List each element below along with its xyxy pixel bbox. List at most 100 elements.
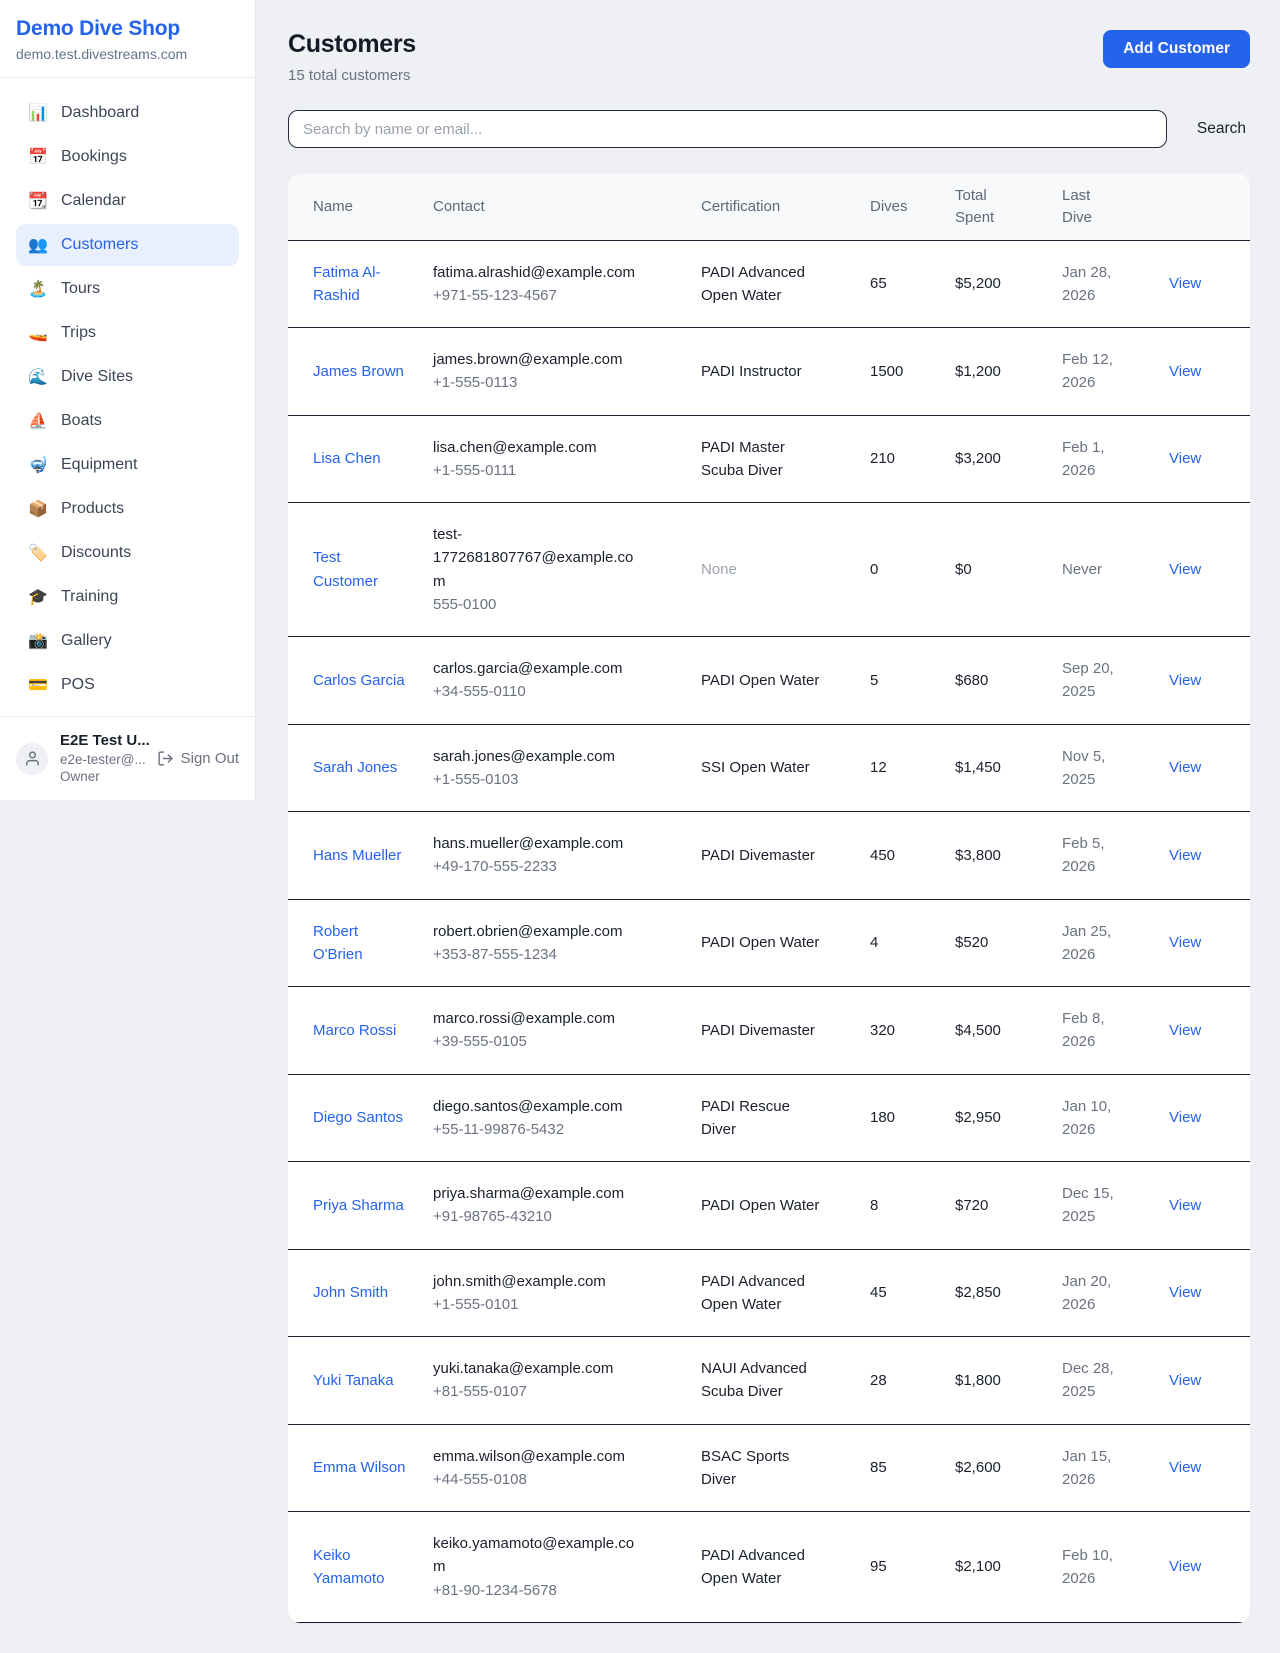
- view-link[interactable]: View: [1169, 1109, 1202, 1127]
- certification-text: PADI Open Water: [701, 934, 820, 952]
- sidebar-item-bookings[interactable]: 📅 Bookings: [16, 136, 239, 178]
- customer-name-link[interactable]: Robert O'Brien: [313, 922, 363, 963]
- last-dive-date: Feb 12, 2026: [1062, 351, 1113, 392]
- certification-text: PADI Master Scuba Diver: [701, 438, 785, 479]
- dives-count: 180: [870, 1109, 896, 1127]
- package-icon: 📦: [28, 501, 48, 518]
- last-dive-date: Jan 28, 2026: [1062, 263, 1112, 304]
- diving-mask-icon: 🤿: [28, 457, 48, 474]
- view-link[interactable]: View: [1169, 1021, 1202, 1039]
- certification-text: PADI Rescue Diver: [701, 1097, 790, 1138]
- customer-name-link[interactable]: John Smith: [313, 1284, 389, 1302]
- customer-name-link[interactable]: Test Customer: [313, 549, 379, 590]
- customer-name-link[interactable]: James Brown: [313, 362, 404, 380]
- view-link[interactable]: View: [1169, 1284, 1202, 1302]
- dives-count: 12: [870, 759, 887, 777]
- nav-label: Boats: [61, 412, 102, 429]
- certification-text: PADI Advanced Open Water: [701, 1546, 805, 1587]
- search-input[interactable]: [288, 110, 1167, 148]
- view-link[interactable]: View: [1169, 1558, 1202, 1576]
- customer-name-link[interactable]: Marco Rossi: [313, 1021, 397, 1039]
- view-link[interactable]: View: [1169, 450, 1202, 468]
- dives-count: 28: [870, 1371, 887, 1389]
- last-dive-date: Nov 5, 2025: [1062, 747, 1106, 788]
- last-dive-date: Jan 15, 2026: [1062, 1447, 1112, 1488]
- sidebar-item-tours[interactable]: 🏝️ Tours: [16, 268, 239, 310]
- sidebar-item-training[interactable]: 🎓 Training: [16, 576, 239, 618]
- certification-text: PADI Divemaster: [701, 1021, 815, 1039]
- column-header-total-spent: Total Spent: [955, 174, 1062, 241]
- table-row: Test Customer test-1772681807767@example…: [288, 502, 1250, 637]
- customer-name-link[interactable]: Fatima Al-Rashid: [313, 263, 381, 304]
- add-customer-button[interactable]: Add Customer: [1103, 30, 1250, 68]
- customer-email: keiko.yamamoto@example.com: [433, 1535, 635, 1576]
- shop-domain: demo.test.divestreams.com: [16, 46, 188, 62]
- customer-name-link[interactable]: Lisa Chen: [313, 450, 381, 468]
- contact-cell: yuki.tanaka@example.com +81-555-0107: [433, 1357, 645, 1404]
- customer-name-link[interactable]: Sarah Jones: [313, 759, 398, 777]
- view-link[interactable]: View: [1169, 362, 1202, 380]
- customer-email: fatima.alrashid@example.com: [433, 263, 635, 281]
- dives-count: 320: [870, 1021, 896, 1039]
- customer-phone: +81-90-1234-5678: [433, 1581, 557, 1599]
- sign-out-button[interactable]: Sign Out: [157, 750, 239, 767]
- customer-name-link[interactable]: Yuki Tanaka: [313, 1371, 394, 1389]
- sidebar-item-equipment[interactable]: 🤿 Equipment: [16, 444, 239, 486]
- sidebar-item-pos[interactable]: 💳 POS: [16, 664, 239, 706]
- view-link[interactable]: View: [1169, 846, 1202, 864]
- total-spent: $2,950: [955, 1109, 1001, 1127]
- certification-text: PADI Open Water: [701, 1196, 820, 1214]
- sidebar-item-boats[interactable]: ⛵ Boats: [16, 400, 239, 442]
- customer-phone: +1-555-0101: [433, 1295, 519, 1313]
- main-content: Customers 15 total customers Add Custome…: [256, 0, 1280, 1653]
- last-dive-date: Never: [1062, 560, 1103, 578]
- contact-cell: marco.rossi@example.com +39-555-0105: [433, 1007, 645, 1054]
- contact-cell: carlos.garcia@example.com +34-555-0110: [433, 657, 645, 704]
- view-link[interactable]: View: [1169, 1459, 1202, 1477]
- customer-phone: +55-11-99876-5432: [433, 1120, 565, 1138]
- nav-label: Customers: [61, 236, 139, 253]
- dives-count: 5: [870, 671, 879, 689]
- view-link[interactable]: View: [1169, 560, 1202, 578]
- view-link[interactable]: View: [1169, 759, 1202, 777]
- dives-count: 0: [870, 560, 879, 578]
- user-meta: E2E Test U... e2e-tester@... Owner: [60, 731, 150, 786]
- last-dive-date: Feb 10, 2026: [1062, 1546, 1113, 1587]
- customer-name-link[interactable]: Carlos Garcia: [313, 671, 405, 689]
- customer-email: yuki.tanaka@example.com: [433, 1360, 614, 1377]
- search-button[interactable]: Search: [1193, 120, 1250, 138]
- sidebar-item-dive-sites[interactable]: 🌊 Dive Sites: [16, 356, 239, 398]
- view-link[interactable]: View: [1169, 934, 1202, 952]
- sidebar-item-customers[interactable]: 👥 Customers: [16, 224, 239, 266]
- view-link[interactable]: View: [1169, 671, 1202, 689]
- page-header: Customers 15 total customers Add Custome…: [288, 30, 1250, 84]
- last-dive-date: Feb 8, 2026: [1062, 1010, 1105, 1051]
- view-link[interactable]: View: [1169, 1196, 1202, 1214]
- contact-cell: diego.santos@example.com +55-11-99876-54…: [433, 1095, 645, 1142]
- customer-email: john.smith@example.com: [433, 1272, 606, 1290]
- view-link[interactable]: View: [1169, 275, 1202, 293]
- customer-name-link[interactable]: Keiko Yamamoto: [313, 1546, 385, 1587]
- customer-name-link[interactable]: Hans Mueller: [313, 846, 402, 864]
- contact-cell: hans.mueller@example.com +49-170-555-223…: [433, 832, 645, 879]
- sidebar-item-trips[interactable]: 🚤 Trips: [16, 312, 239, 354]
- sidebar-item-discounts[interactable]: 🏷️ Discounts: [16, 532, 239, 574]
- customer-name-link[interactable]: Priya Sharma: [313, 1196, 404, 1214]
- customer-name-link[interactable]: Diego Santos: [313, 1109, 404, 1127]
- island-icon: 🏝️: [28, 281, 48, 298]
- customer-name-link[interactable]: Emma Wilson: [313, 1459, 406, 1477]
- sidebar-nav: 📊 Dashboard 📅 Bookings 📆 Calendar 👥 Cust…: [0, 78, 255, 716]
- last-dive-date: Dec 28, 2025: [1062, 1360, 1114, 1401]
- certification-text: PADI Open Water: [701, 671, 820, 689]
- view-link[interactable]: View: [1169, 1371, 1202, 1389]
- total-spent: $5,200: [955, 275, 1001, 293]
- sidebar-item-gallery[interactable]: 📸 Gallery: [16, 620, 239, 662]
- total-spent: $3,200: [955, 450, 1001, 468]
- sidebar-item-dashboard[interactable]: 📊 Dashboard: [16, 92, 239, 134]
- sidebar-item-products[interactable]: 📦 Products: [16, 488, 239, 530]
- sidebar-item-calendar[interactable]: 📆 Calendar: [16, 180, 239, 222]
- dives-count: 8: [870, 1196, 879, 1214]
- total-spent: $3,800: [955, 846, 1001, 864]
- wave-icon: 🌊: [28, 369, 48, 386]
- dives-count: 65: [870, 275, 887, 293]
